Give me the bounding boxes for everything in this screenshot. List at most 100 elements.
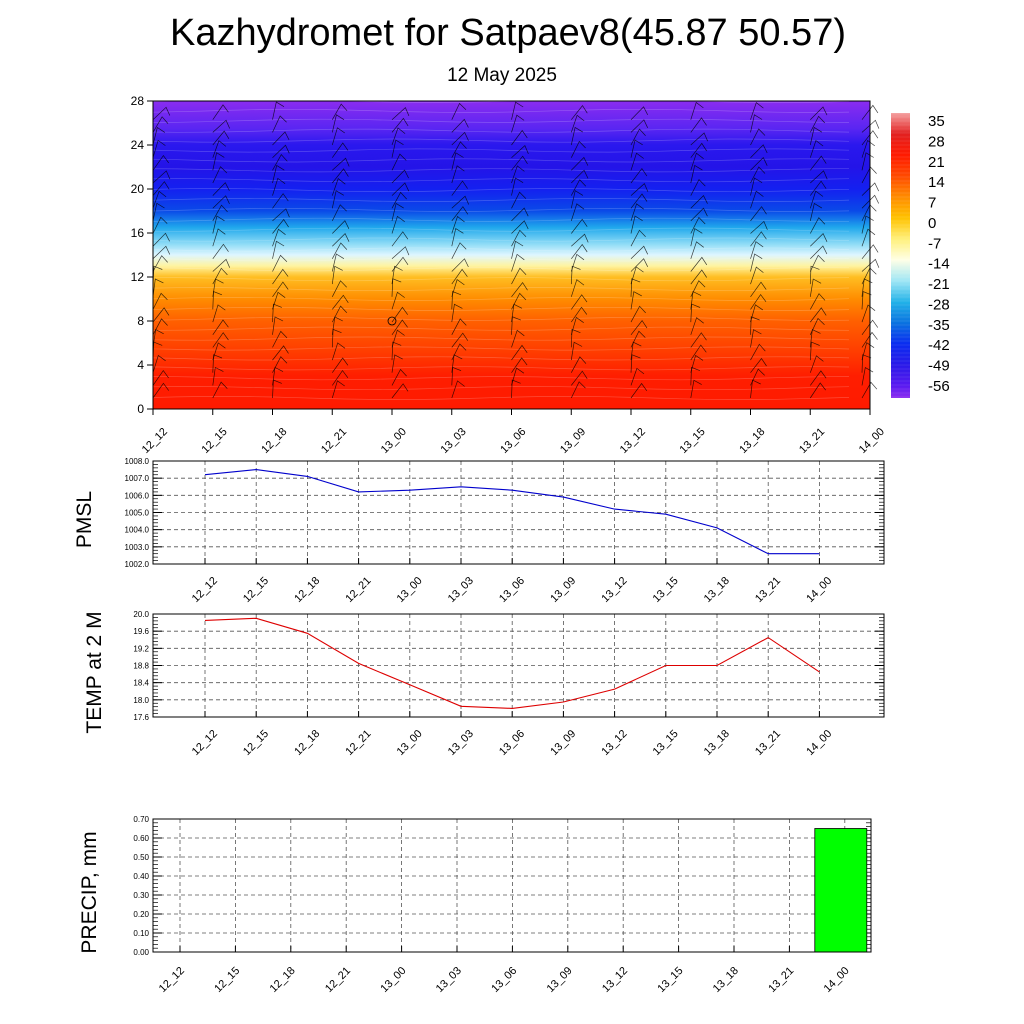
heatmap-contour [152, 128, 850, 133]
wind-barb [391, 341, 402, 361]
xtick-label: 13_15 [651, 728, 681, 758]
xtick-label: 13_00 [395, 728, 425, 758]
xtick-label: 13_21 [753, 575, 783, 605]
heatmap-contour [152, 366, 850, 371]
wind-barb [511, 129, 528, 146]
ytick-label: 20.0 [133, 610, 149, 619]
wind-barb [861, 304, 876, 323]
wind-barb [630, 305, 646, 323]
wind-barb [391, 354, 403, 373]
wind-barb [570, 253, 585, 272]
wind-barb [750, 157, 768, 171]
heatmap-contour [152, 168, 849, 173]
panel-frame [152, 613, 885, 718]
wind-barb [272, 356, 288, 373]
wind-barb [750, 253, 763, 272]
colorbar-label: 0 [928, 215, 936, 232]
wind-barb [332, 370, 349, 386]
wind-barb [511, 253, 525, 272]
wind-barb [391, 169, 409, 184]
wind-barb [451, 242, 467, 259]
wind-barb [391, 117, 409, 133]
wind-barb [331, 204, 347, 222]
wind-barb [570, 356, 587, 373]
pmsl-panel: 1002.0 1003.0 1004.0 1005.0 1006.0 1007.0 1008… [73, 457, 885, 605]
wind-barb [272, 254, 288, 272]
calm-wind-marker [387, 316, 397, 326]
wind-barb [212, 243, 229, 260]
wind-barb [391, 291, 405, 310]
ytick-label: 0.10 [133, 929, 149, 938]
colorbar-label: -35 [928, 317, 950, 334]
wind-barb [152, 216, 168, 234]
ytick-label: 0.30 [133, 891, 149, 900]
wind-barb [690, 269, 707, 285]
heatmap-contour [152, 326, 850, 331]
panel-frame [152, 460, 885, 565]
wind-barb [750, 220, 768, 234]
wind-barb [511, 101, 524, 120]
wind-barb [690, 241, 704, 259]
figure-subtitle: 12 May 2025 [447, 65, 557, 86]
wind-barb [809, 278, 822, 297]
wind-barb [571, 370, 588, 386]
wind-barb [152, 181, 170, 196]
colorbar-bar [891, 113, 910, 398]
wind-barb [630, 215, 643, 234]
wind-barb [750, 177, 763, 196]
wind-barb [809, 140, 824, 158]
wind-barb [690, 195, 708, 209]
ytick-label: 1005.0 [125, 509, 150, 518]
xtick-label: 12_21 [343, 728, 373, 758]
heatmap-contour [152, 118, 850, 123]
wind-barb [690, 101, 704, 120]
wind-barb [272, 218, 289, 234]
wind-barb [630, 128, 646, 146]
wind-barb [570, 203, 585, 222]
heatmap-contour [152, 287, 850, 292]
wind-barb [451, 206, 469, 222]
wind-barb [391, 319, 408, 335]
xtick-label: 13_03 [434, 965, 464, 995]
wind-barb [570, 279, 585, 297]
precip-bar [814, 828, 868, 953]
xtick-label: 14_00 [804, 575, 834, 605]
colorbar-label: -14 [928, 256, 950, 273]
wind-barb [332, 168, 349, 184]
wind-barb [750, 144, 768, 158]
wind-barb [571, 218, 588, 234]
wind-barb [331, 103, 348, 120]
heatmap-xtick-label: 13_03 [439, 426, 469, 456]
wind-barb [272, 115, 287, 133]
wind-barb [152, 369, 169, 386]
wind-barb [451, 102, 467, 120]
wind-barb [861, 319, 879, 336]
wind-barb [331, 190, 344, 209]
wind-barb [451, 332, 469, 348]
wind-barb [630, 291, 642, 310]
wind-barb [152, 382, 169, 399]
heatmap-contour [152, 178, 850, 183]
wind-barb [570, 126, 583, 146]
wind-barb [511, 329, 525, 348]
wind-barb [570, 341, 583, 361]
wind-barb [630, 245, 649, 260]
wind-barb [810, 233, 828, 247]
wind-barb [630, 266, 644, 285]
wind-barb [570, 328, 581, 348]
ytick-label: 18.4 [133, 679, 149, 688]
wind-barb [272, 208, 290, 222]
wind-barb [690, 344, 707, 361]
wind-barb [861, 228, 876, 247]
wind-barb [272, 316, 284, 335]
wind-barb [212, 354, 223, 373]
wind-barb [750, 316, 760, 335]
wind-barb [750, 231, 767, 247]
wind-barb [690, 256, 708, 272]
xtick-label: 13_06 [497, 728, 527, 758]
wind-barb [451, 279, 465, 297]
wind-barb [690, 164, 703, 184]
wind-barb [571, 294, 588, 310]
xtick-label: 13_18 [702, 728, 732, 758]
wind-barb [750, 266, 764, 285]
